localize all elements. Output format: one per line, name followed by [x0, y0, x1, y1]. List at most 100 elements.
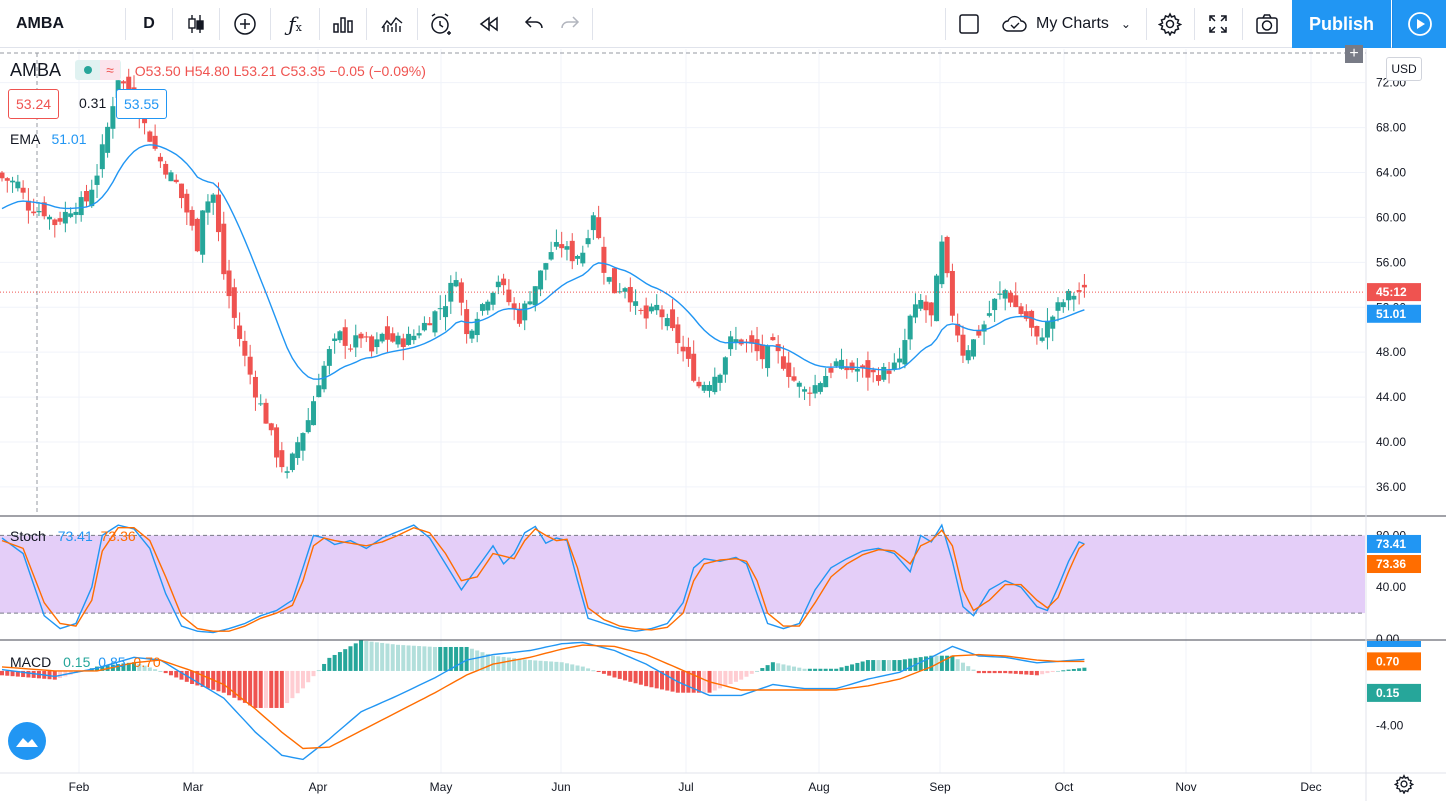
stoch-k-tag-bg [1367, 534, 1421, 553]
macd-histogram-bar [100, 665, 105, 671]
indicators-button[interactable]: ƒx [271, 0, 319, 48]
candle-body [1071, 295, 1077, 300]
macd-histogram-bar [216, 670, 221, 692]
candle-body [1066, 290, 1072, 301]
candle-body [210, 194, 216, 203]
layout-button[interactable] [946, 0, 992, 48]
candle-body [606, 277, 612, 282]
macd-histogram-bar [469, 648, 474, 671]
compare-button[interactable] [220, 0, 270, 48]
ask-value: 53.55 [124, 96, 160, 112]
candle-body [860, 365, 866, 368]
stoch-d-value: 73.36 [100, 528, 136, 544]
macd-histogram-bar [353, 643, 358, 671]
fullscreen-button[interactable] [1195, 0, 1241, 48]
macd-histogram-bar [797, 667, 802, 671]
price-tags: 45:12 51.01 73.41 73.36 0.70 0.15 [1367, 283, 1421, 702]
redo-button[interactable] [550, 0, 590, 48]
candle-body [997, 293, 1003, 295]
candle-body [1050, 316, 1056, 329]
toolbar-divider [125, 8, 126, 40]
candle-body [1060, 302, 1066, 308]
candle-body [912, 304, 918, 318]
macd-label: MACD [10, 654, 52, 670]
candle-body [833, 361, 839, 366]
my-charts-button[interactable]: My Charts ⌄ [994, 0, 1144, 48]
candle-body [163, 163, 169, 175]
macd-histogram-bar [855, 662, 860, 671]
macd-histogram-bar [633, 670, 638, 684]
chart-type-button[interactable] [173, 0, 219, 48]
macd-histogram-bar [559, 662, 564, 671]
tradingview-logo[interactable] [8, 722, 46, 760]
candle-body [4, 178, 10, 181]
bid-price-box[interactable]: 53.24 [8, 89, 60, 119]
candle-body [284, 471, 290, 473]
macd-histogram-bar [865, 660, 870, 671]
toolbar-divider [172, 8, 173, 40]
settings-button[interactable] [1147, 0, 1193, 48]
stoch-legend[interactable]: Stoch 73.41 73.36 [10, 528, 136, 544]
currency-button[interactable]: USD [1386, 57, 1422, 81]
legend-symbol[interactable]: AMBA [10, 60, 62, 80]
macd-hist-tag: 0.15 [1376, 686, 1400, 700]
snapshot-button[interactable] [1243, 0, 1291, 48]
financials-button[interactable] [320, 0, 366, 48]
macd-legend[interactable]: MACD 0.15 0.85 0.70 [10, 654, 161, 670]
macd-histogram-bar [221, 670, 226, 693]
macd-histogram-bar [580, 666, 585, 671]
macd-histogram-bar [295, 670, 300, 694]
candlestick-series [0, 68, 1087, 479]
play-button[interactable] [1392, 0, 1446, 48]
macd-histogram-bar [781, 664, 786, 671]
stoch-k-value: 73.41 [57, 528, 93, 544]
candle-body [575, 256, 581, 259]
macd-histogram-bar [269, 670, 274, 708]
ema-value: 51.01 [51, 131, 87, 147]
candle-body [648, 306, 654, 312]
time-tick-label: Nov [1175, 780, 1196, 794]
macd-histogram-bar [971, 669, 976, 671]
macd-histogram-bar [543, 661, 548, 671]
macd-histogram-bar [227, 670, 232, 696]
candle-body [670, 309, 676, 329]
candle-body [400, 338, 406, 348]
candle-body [57, 218, 63, 222]
candle-body [870, 369, 876, 373]
macd-signal-tag: 0.70 [1376, 654, 1400, 668]
ema-legend[interactable]: EMA 51.01 [10, 131, 87, 147]
macd-histogram-bar [427, 646, 432, 671]
publish-button[interactable]: Publish [1292, 0, 1391, 48]
macd-histogram-bar [586, 668, 591, 671]
macd-histogram-bar [390, 644, 395, 671]
top-toolbar: AMBA D ƒx [0, 0, 1446, 48]
macd-histogram-bar [237, 670, 242, 701]
toolbar-divider [592, 8, 593, 40]
candle-body [83, 190, 89, 202]
replay-button[interactable] [466, 0, 512, 48]
macd-histogram-bar [485, 653, 490, 671]
candle-body [147, 131, 153, 142]
macd-histogram-bar [290, 670, 295, 699]
axis-settings-button[interactable] [1393, 774, 1415, 799]
candle-body [538, 270, 544, 290]
interval-button[interactable]: D [126, 0, 172, 48]
templates-button[interactable] [367, 0, 417, 48]
publish-label: Publish [1308, 13, 1374, 34]
symbol-search-button[interactable]: AMBA [8, 0, 72, 48]
macd-histogram-bar [512, 658, 517, 671]
macd-histogram-bar [765, 665, 770, 671]
alert-button[interactable] [418, 0, 464, 48]
price-chart[interactable]: 72.0068.0064.0060.0056.0052.0048.0044.00… [0, 49, 1446, 801]
macd-histogram-bar [264, 670, 268, 708]
candle-body [68, 213, 74, 217]
candle-body [622, 288, 628, 292]
macd-histogram-bar [454, 646, 459, 671]
candle-body [765, 345, 771, 369]
add-pane-button[interactable]: + [1345, 45, 1363, 63]
ask-price-box[interactable]: 53.55 [116, 89, 168, 119]
macd-histogram-bar [417, 646, 422, 671]
macd-histogram-bar [924, 656, 928, 671]
macd-histogram-bar [158, 670, 163, 672]
undo-button[interactable] [512, 0, 556, 48]
